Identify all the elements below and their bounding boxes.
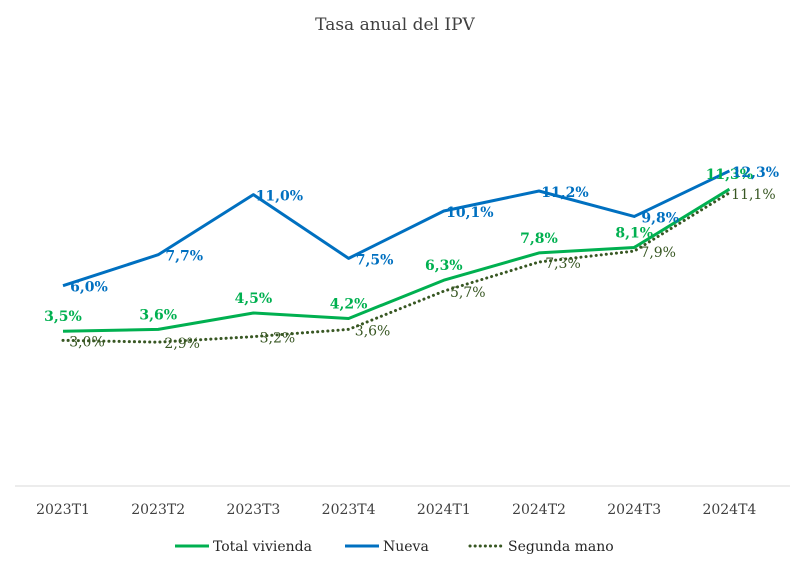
legend: Total vivienda Nueva Segunda mano — [175, 539, 614, 555]
data-label-nueva: 6,0% — [70, 280, 108, 296]
series-line-segunda-mano — [61, 191, 731, 344]
data-label-total-vivienda: 8,1% — [615, 225, 653, 241]
x-tick-label: 2024T3 — [607, 502, 661, 518]
data-label-nueva: 12,3% — [732, 165, 779, 181]
data-label-nueva: 7,5% — [356, 252, 394, 268]
legend-label-segunda-mano: Segunda mano — [508, 539, 614, 555]
data-label-total-vivienda: 3,5% — [44, 309, 82, 325]
data-label-segunda-mano: 2,9% — [164, 336, 200, 352]
data-label-segunda-mano: 3,0% — [69, 334, 105, 350]
data-label-segunda-mano: 7,3% — [545, 256, 581, 272]
data-label-total-vivienda: 3,6% — [139, 307, 177, 323]
x-tick-label: 2023T4 — [322, 502, 376, 518]
legend-label-nueva: Nueva — [383, 539, 429, 555]
data-label-total-vivienda: 6,3% — [425, 258, 463, 274]
data-label-segunda-mano: 3,6% — [355, 323, 391, 339]
chart-title: Tasa anual del IPV — [315, 15, 475, 35]
data-label-nueva: 7,7% — [165, 249, 203, 265]
data-label-nueva: 11,0% — [256, 189, 303, 205]
data-label-segunda-mano: 5,7% — [450, 285, 486, 301]
data-label-segunda-mano: 11,1% — [731, 187, 775, 203]
data-label-layer: 3,5% 3,6% 4,5% 4,2% 6,3% 7,8% 8,1% 11,3% 6,0% 7,7… — [44, 165, 779, 352]
data-label-total-vivienda: 4,5% — [235, 291, 273, 307]
x-tick-label: 2024T1 — [417, 502, 471, 518]
x-tick-layer: 2023T1 2023T2 2023T3 2023T4 2024T1 2024T2 2024… — [36, 502, 756, 518]
data-label-segunda-mano: 7,9% — [640, 245, 676, 261]
series-line-total-vivienda — [62, 187, 731, 333]
x-tick-label: 2023T1 — [36, 502, 90, 518]
x-tick-label: 2023T2 — [131, 502, 185, 518]
data-label-nueva: 9,8% — [641, 210, 679, 226]
x-tick-label: 2023T3 — [226, 502, 280, 518]
legend-label-total-vivienda: Total vivienda — [213, 539, 312, 555]
series-line-nueva — [62, 169, 731, 288]
x-tick-label: 2024T4 — [702, 502, 756, 518]
data-label-total-vivienda: 11,3% — [706, 167, 753, 183]
x-tick-label: 2024T2 — [512, 502, 566, 518]
data-label-nueva: 11,2% — [541, 185, 588, 201]
data-label-nueva: 10,1% — [446, 205, 493, 221]
series-layer — [61, 169, 731, 344]
data-label-total-vivienda: 4,2% — [330, 296, 368, 312]
data-label-segunda-mano: 3,2% — [260, 331, 296, 347]
data-label-total-vivienda: 7,8% — [520, 231, 558, 247]
